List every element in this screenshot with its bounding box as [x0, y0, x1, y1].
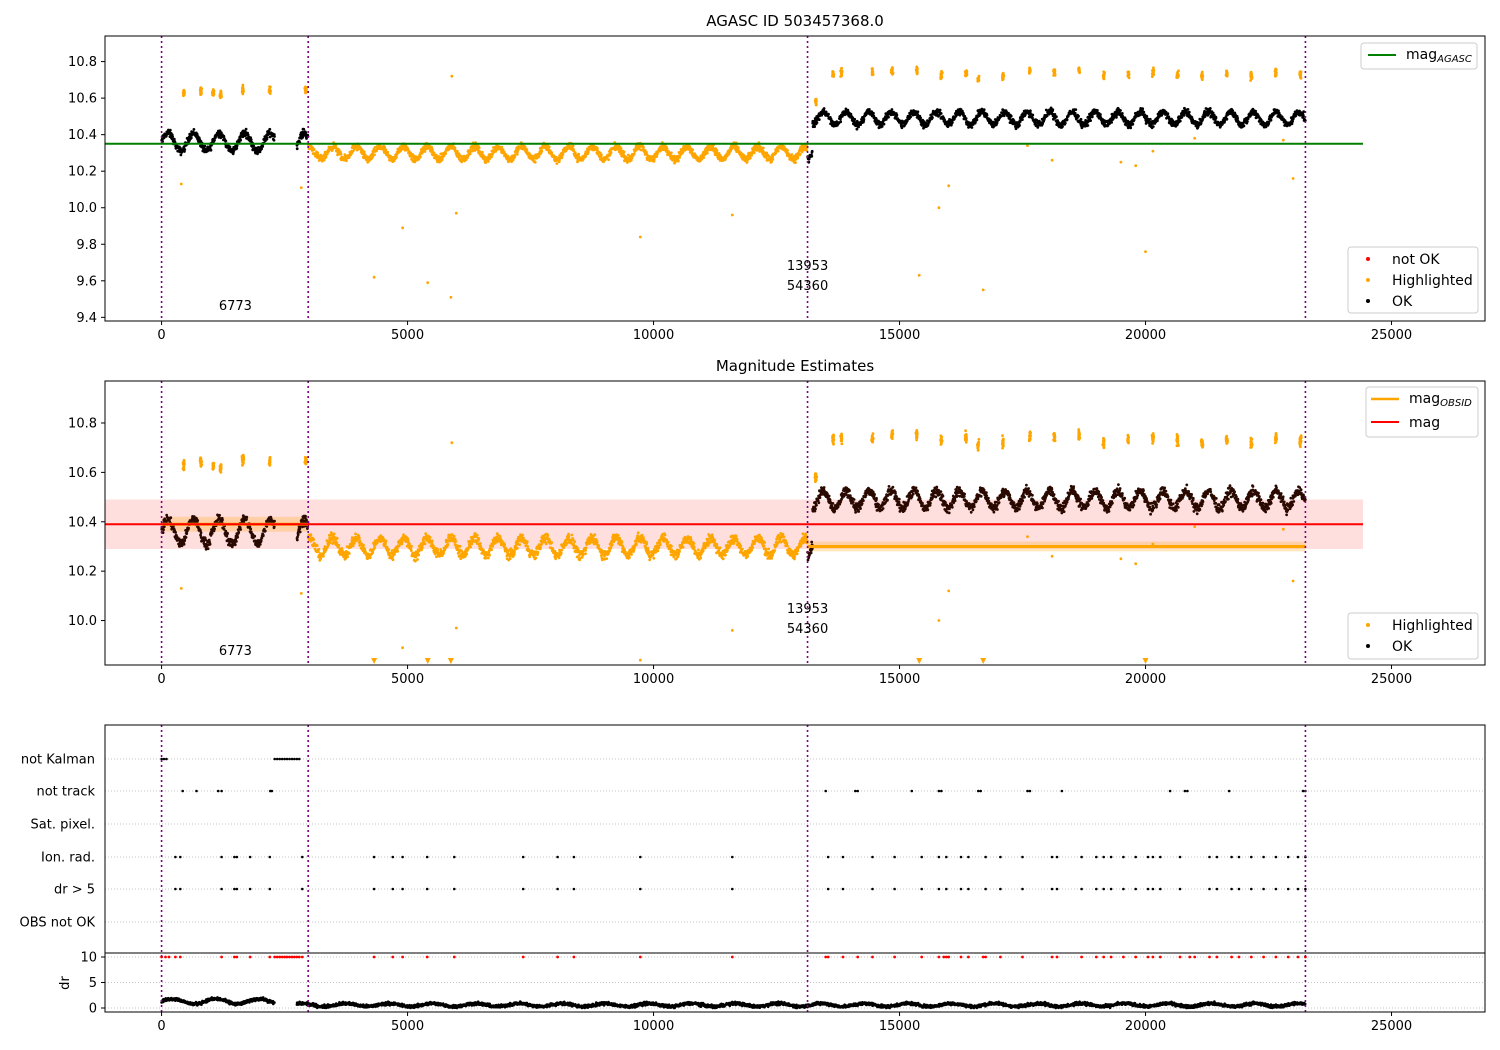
x-tick-label: 15000: [879, 328, 920, 343]
y-tick-label: 10.2: [68, 565, 97, 580]
panel1-data: 6773 13953 54360: [105, 36, 1363, 321]
lower-limit-marker: [424, 658, 431, 664]
legend-marker-ok: [1366, 299, 1370, 303]
x-tick-label: 15000: [879, 1019, 920, 1034]
y-tick-label: 10.8: [68, 416, 97, 431]
panel1-axes: 0 5000 10000 15000 20000 25000 9.4 9.6 9.8 10.0 10…: [68, 35, 1486, 343]
ok-points: [160, 106, 1307, 164]
x-tick-label: 0: [157, 328, 165, 343]
panel2-title: Magnitude Estimates: [716, 357, 874, 375]
panel3-axes: not Kalman not track Sat. pixel. Ion. rad. d…: [20, 724, 1486, 1034]
legend-label-mag: mag: [1409, 415, 1440, 431]
panel-agasc-magnitude: AGASC ID 503457368.0 6773 13953 54360 0 500…: [68, 12, 1486, 343]
legend-label-not-ok: not OK: [1392, 252, 1440, 268]
panel2-legend-lower: Highlighted OK: [1347, 612, 1479, 660]
y-tick-label: 10.4: [68, 128, 97, 143]
lower-limit-marker: [916, 658, 923, 664]
panel-magnitude-estimates: Magnitude Estimates 6773 13953 54360 0 5000…: [68, 357, 1486, 687]
flag-row-label: dr > 5: [54, 883, 95, 898]
legend-box: [1347, 246, 1479, 314]
highlighted-points: [179, 65, 1303, 299]
legend-marker-not-ok: [1366, 257, 1370, 261]
lower-limit-marker: [447, 658, 454, 664]
legend-label-highlighted: Highlighted: [1392, 618, 1473, 634]
flag-row-label: OBS not OK: [20, 916, 96, 931]
plot-frame: [104, 35, 1486, 322]
x-tick-label: 5000: [391, 672, 424, 687]
panel1-legend-upper: magAGASC: [1360, 42, 1478, 70]
flag-row-label: not Kalman: [21, 753, 95, 768]
dr-y-tick-label: 5: [89, 976, 97, 991]
panel2-legend-upper: magOBSID mag: [1365, 386, 1479, 438]
legend-label-ok: OK: [1392, 294, 1413, 310]
y-tick-label: 10.6: [68, 466, 97, 481]
not-ok-dr-markers: [160, 955, 1307, 959]
y-tick-label: 10.2: [68, 165, 97, 180]
x-tick-label: 20000: [1125, 328, 1166, 343]
lower-limit-marker: [980, 658, 987, 664]
obsid-label: 13953: [787, 602, 828, 617]
panel2-axes: 0 5000 10000 15000 20000 25000 10.0 10.2 10.4 10.…: [68, 380, 1486, 687]
legend-marker-ok: [1366, 644, 1370, 648]
panel2-data: 6773 13953 54360: [105, 381, 1363, 665]
y-tick-label: 10.8: [68, 55, 97, 70]
x-tick-label: 5000: [391, 328, 424, 343]
plot-frame: [104, 380, 1486, 666]
x-tick-label: 10000: [633, 328, 674, 343]
x-tick-label: 0: [157, 1019, 165, 1034]
dr-axis-label: dr: [58, 976, 73, 990]
lower-limit-marker: [371, 658, 378, 664]
dr-y-tick-label: 10: [80, 951, 97, 966]
dr-y-tick-label: 0: [89, 1002, 97, 1017]
panel-flags: not Kalman not track Sat. pixel. Ion. rad. d…: [20, 724, 1486, 1034]
flag-row-label: Ion. rad.: [41, 851, 95, 866]
dr-points: [160, 996, 1307, 1010]
x-tick-label: 20000: [1125, 672, 1166, 687]
obsid-label: 6773: [219, 644, 252, 659]
x-tick-label: 10000: [633, 1019, 674, 1034]
x-tick-label: 15000: [879, 672, 920, 687]
y-tick-label: 9.8: [76, 238, 97, 253]
legend-label-highlighted: Highlighted: [1392, 273, 1473, 289]
x-tick-label: 10000: [633, 672, 674, 687]
legend-label-ok: OK: [1392, 639, 1413, 655]
y-tick-label: 10.6: [68, 92, 97, 107]
x-tick-label: 25000: [1371, 672, 1412, 687]
x-tick-label: 0: [157, 672, 165, 687]
panel3-data: [105, 725, 1485, 1012]
x-tick-label: 20000: [1125, 1019, 1166, 1034]
panel1-title: AGASC ID 503457368.0: [706, 12, 884, 30]
lower-limit-marker: [1142, 658, 1149, 664]
x-tick-label: 25000: [1371, 1019, 1412, 1034]
flag-row-label: Sat. pixel.: [31, 818, 95, 833]
x-tick-label: 25000: [1371, 328, 1412, 343]
legend-box: [1360, 42, 1478, 70]
legend-box: [1347, 612, 1479, 660]
obsid-label: 54360: [787, 622, 828, 637]
x-tick-label: 5000: [391, 1019, 424, 1034]
ok-points: [160, 483, 1307, 562]
obsid-label: 13953: [787, 259, 828, 274]
y-tick-label: 10.4: [68, 515, 97, 530]
flag-markers: [160, 757, 301, 761]
legend-marker-highlighted: [1366, 623, 1370, 627]
obsid-label: 54360: [787, 279, 828, 294]
y-tick-label: 9.4: [76, 311, 97, 326]
flag-markers: [174, 887, 1307, 891]
plot-frame: [104, 724, 1486, 1013]
y-tick-label: 9.6: [76, 274, 97, 289]
flag-markers: [174, 855, 1307, 859]
flag-row-label: not track: [36, 785, 95, 800]
y-tick-label: 10.0: [68, 201, 97, 216]
legend-marker-highlighted: [1366, 278, 1370, 282]
panel1-legend-lower: not OK Highlighted OK: [1347, 246, 1479, 314]
obsid-label: 6773: [219, 299, 252, 314]
y-tick-label: 10.0: [68, 614, 97, 629]
